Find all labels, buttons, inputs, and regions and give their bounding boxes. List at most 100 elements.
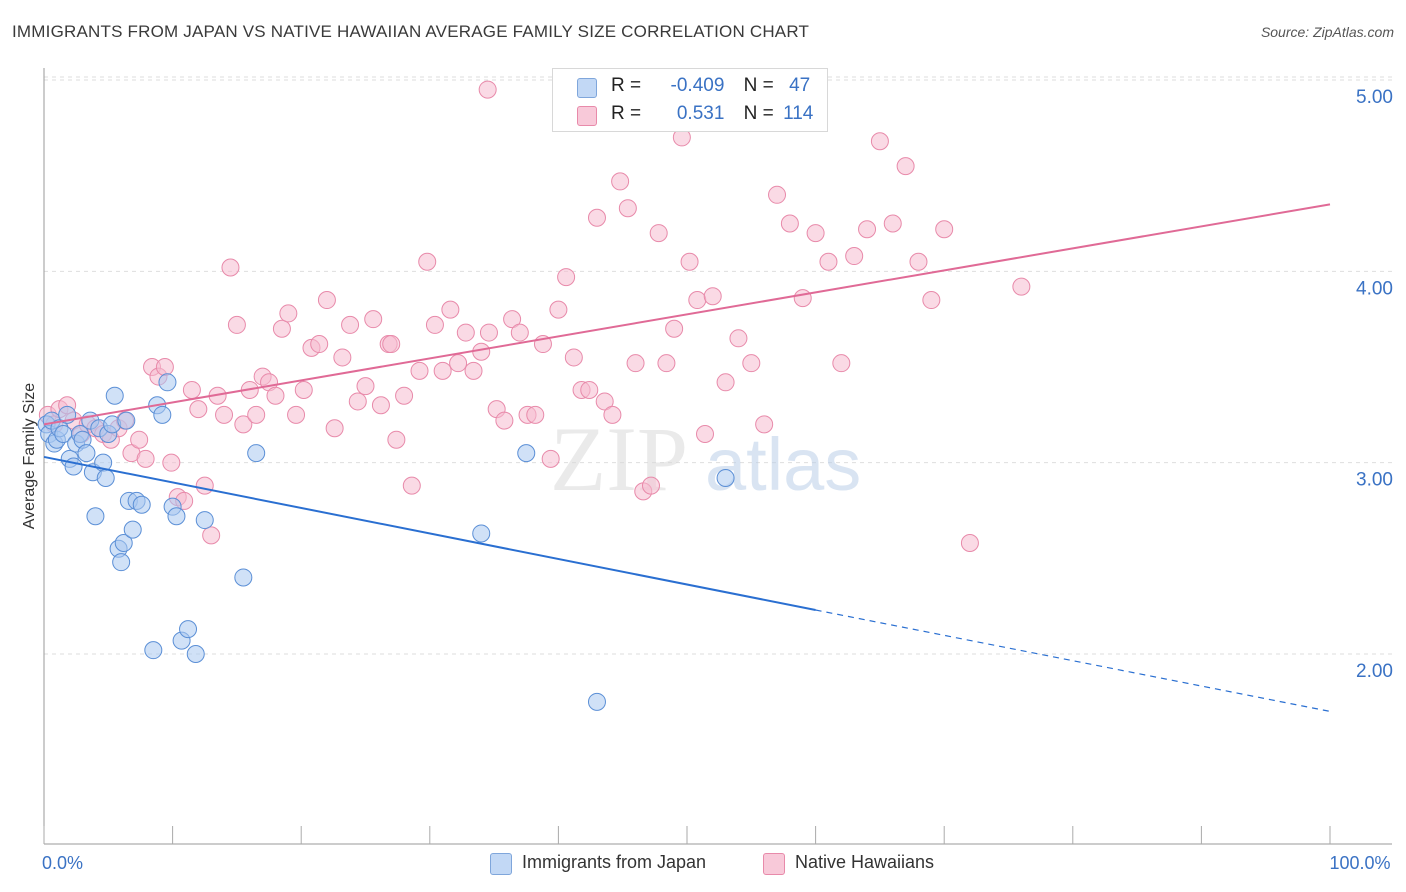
hawaiian-point — [234, 415, 253, 434]
hawaiian-point — [922, 291, 941, 310]
japan-point — [517, 444, 536, 463]
hawaiian-point — [155, 358, 174, 377]
x-tick-labels: 0.0% 100.0% — [42, 853, 1391, 873]
hawaiian-point — [325, 419, 344, 438]
hawaiian-point — [364, 310, 383, 329]
grid-lines — [44, 76, 1392, 655]
japan-point — [86, 507, 105, 526]
hawaiian-point — [272, 319, 291, 338]
hawaiian-point — [649, 224, 668, 243]
hawaiian-point — [294, 380, 313, 399]
hawaiian-point — [266, 386, 285, 405]
hawaiian-point — [341, 315, 360, 334]
japan-trend-extension — [815, 609, 1331, 712]
legend-n-label: N = — [743, 103, 774, 124]
japan-point — [587, 692, 606, 711]
trend-lines — [43, 203, 1331, 712]
hawaiian-point — [333, 348, 352, 367]
hawaiian-point — [870, 132, 889, 151]
hawaiian-point — [549, 300, 568, 319]
hawaiian-point — [387, 430, 406, 449]
hawaiian-point — [433, 361, 452, 380]
hawaiian-point — [371, 396, 390, 415]
hawaiian-point — [472, 342, 491, 361]
hawaiian-point — [611, 172, 630, 191]
legend-swatch-japan — [577, 78, 597, 98]
y-axis-label: Average Family Size — [21, 383, 38, 530]
hawaiian-point — [742, 354, 761, 373]
japan-point — [144, 641, 163, 660]
hawaiian-point — [626, 354, 645, 373]
x-tick-label: 0.0% — [42, 853, 83, 873]
hawaiian-point — [456, 323, 475, 342]
hawaiian-point — [503, 310, 522, 329]
hawaiian-point — [425, 315, 444, 334]
legend-r-label: R = — [611, 75, 642, 96]
hawaiian-point — [845, 247, 864, 266]
watermark-zip: ZIP — [550, 408, 688, 510]
japan-point — [77, 444, 96, 463]
japan-point — [114, 534, 133, 553]
hawaiian-point — [441, 300, 460, 319]
hawaiian-point — [665, 319, 684, 338]
hawaiian-point — [195, 476, 214, 495]
stats-legend: R = -0.409 N = 47 R = 0.531 N = 114 — [552, 68, 828, 132]
japan-point — [158, 373, 177, 392]
hawaiian-point — [819, 252, 838, 271]
legend-n-value: 47 — [789, 75, 811, 96]
hawaiian-point — [182, 380, 201, 399]
japan-point — [472, 524, 491, 543]
hawaiian-point — [793, 289, 812, 308]
hawaiian-point — [564, 348, 583, 367]
hawaiian-point — [287, 405, 306, 424]
hawaiian-point — [479, 323, 498, 342]
y-tick-label: 2.00 — [1356, 661, 1393, 682]
japan-point — [112, 553, 131, 572]
hawaiian-point — [202, 526, 221, 545]
hawaiian-point — [310, 335, 329, 354]
japan-point — [64, 457, 83, 476]
hawaiian-point — [729, 329, 748, 348]
hawaiian-point — [696, 424, 715, 443]
hawaiian-point — [595, 392, 614, 411]
legend-n-value: 114 — [783, 103, 814, 124]
japan-trend-line — [43, 455, 816, 611]
hawaiian-point — [580, 380, 599, 399]
hawaiian-point — [418, 252, 437, 271]
bottom-legend-swatch-japan — [490, 853, 512, 875]
hawaiian-point — [909, 252, 928, 271]
hawaiian-point — [317, 291, 336, 310]
hawaiian-point — [478, 80, 497, 99]
hawaiian-point — [1012, 277, 1031, 296]
watermark: ZIP atlas — [550, 408, 861, 510]
x-ticks — [43, 826, 1331, 844]
hawaiian-point — [410, 361, 429, 380]
hawaiian-point — [935, 220, 954, 239]
data-points — [37, 80, 1031, 711]
japan-point — [96, 468, 115, 487]
hawaiian-point — [806, 224, 825, 243]
legend-r-value: -0.409 — [670, 75, 725, 96]
hawaiian-point — [356, 377, 375, 396]
hawaiian-point — [136, 449, 155, 468]
legend-n-label: N = — [743, 75, 774, 96]
hawaiian-point — [832, 354, 851, 373]
japan-point — [105, 386, 124, 405]
hawaiian-point — [603, 405, 622, 424]
hawaiian-point — [526, 405, 545, 424]
x-tick-label: 100.0% — [1329, 853, 1390, 873]
japan-point — [186, 645, 205, 663]
y-tick-labels: 2.00 3.00 4.00 5.00 — [1356, 87, 1393, 682]
hawaiian-point — [587, 208, 606, 227]
y-tick-label: 4.00 — [1356, 278, 1393, 299]
japan-point — [123, 520, 142, 539]
hawaiian-point — [162, 453, 181, 472]
legend-swatch-hawaiian — [577, 106, 597, 126]
axes — [43, 68, 1392, 845]
hawaiian-point — [449, 354, 468, 373]
japan-point — [247, 444, 266, 463]
hawaiian-point — [780, 214, 799, 233]
legend-text-hawaiian: R = 0.531 N = 114 — [611, 103, 813, 125]
hawaiian-point — [215, 405, 234, 424]
